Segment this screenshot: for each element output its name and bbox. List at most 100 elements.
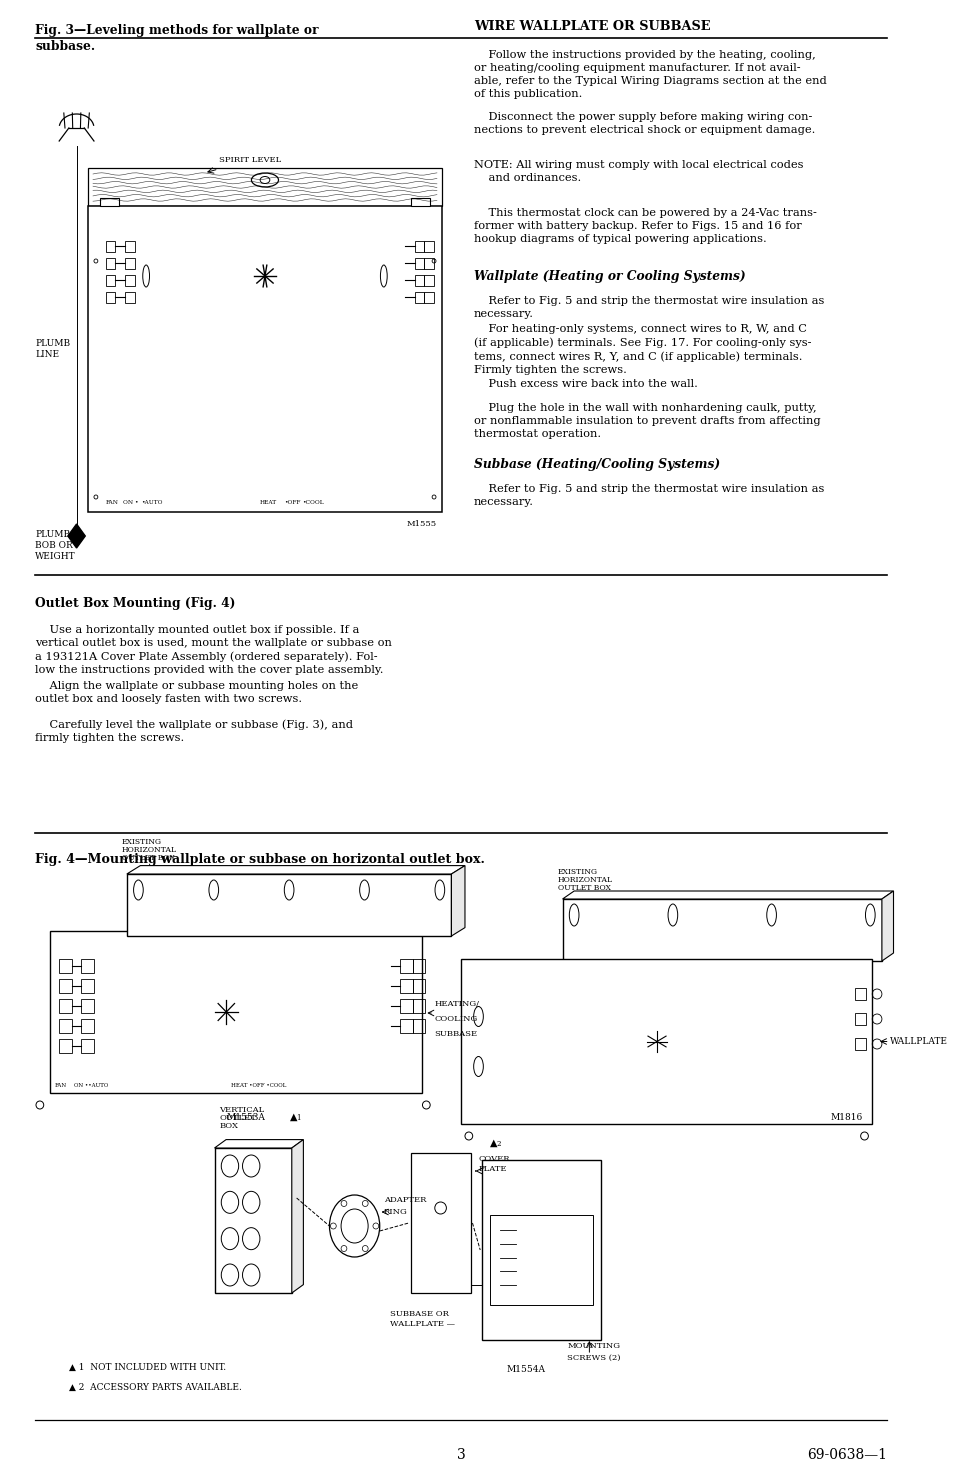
- Text: Subbase (Heating/Cooling Systems): Subbase (Heating/Cooling Systems): [474, 459, 720, 471]
- Text: M1553A: M1553A: [226, 1114, 265, 1122]
- Bar: [81, 999, 93, 1013]
- Text: M1554A: M1554A: [506, 1364, 545, 1375]
- Text: PLATE: PLATE: [477, 1165, 506, 1173]
- Polygon shape: [292, 1140, 303, 1294]
- Text: Align the wallplate or subbase mounting holes on the
outlet box and loosely fast: Align the wallplate or subbase mounting …: [35, 681, 358, 704]
- Bar: [400, 999, 413, 1013]
- Text: Fig. 3—Leveling methods for wallplate or
subbase.: Fig. 3—Leveling methods for wallplate or…: [35, 24, 318, 53]
- Bar: [415, 292, 424, 302]
- Text: OUTLET BOX: OUTLET BOX: [122, 854, 174, 861]
- Bar: [460, 959, 871, 1124]
- Text: 1: 1: [295, 1114, 300, 1122]
- Text: •OFF: •OFF: [284, 500, 300, 504]
- Text: EXISTING: EXISTING: [558, 867, 598, 876]
- Text: Wallplate (Heating or Cooling Systems): Wallplate (Heating or Cooling Systems): [474, 270, 744, 283]
- Text: HEATING/: HEATING/: [434, 1000, 478, 1007]
- Text: •COOL: •COOL: [301, 500, 323, 504]
- Text: 69-0638—1: 69-0638—1: [806, 1448, 886, 1462]
- Polygon shape: [127, 866, 464, 875]
- Bar: [59, 959, 71, 974]
- Bar: [81, 1038, 93, 1053]
- Bar: [59, 1038, 71, 1053]
- Bar: [106, 292, 115, 302]
- Text: Refer to Fig. 5 and strip the thermostat wire insulation as
necessary.: Refer to Fig. 5 and strip the thermostat…: [474, 296, 823, 319]
- Bar: [214, 1148, 292, 1294]
- Text: ▲ 1  NOT INCLUDED WITH UNIT.: ▲ 1 NOT INCLUDED WITH UNIT.: [69, 1363, 226, 1372]
- Polygon shape: [562, 891, 893, 898]
- Text: For heating-only systems, connect wires to R, W, and C
(if applicable) terminals: For heating-only systems, connect wires …: [474, 324, 810, 375]
- Bar: [400, 979, 413, 993]
- Bar: [410, 1153, 470, 1294]
- Bar: [106, 258, 115, 268]
- Text: ▲ 2  ACCESSORY PARTS AVAILABLE.: ▲ 2 ACCESSORY PARTS AVAILABLE.: [69, 1384, 241, 1392]
- Bar: [424, 274, 434, 286]
- Bar: [854, 988, 865, 1000]
- Bar: [59, 1019, 71, 1032]
- Text: SUBBASE OR: SUBBASE OR: [390, 1310, 449, 1319]
- Text: OUTLET BOX: OUTLET BOX: [558, 884, 610, 892]
- Bar: [413, 959, 425, 974]
- Text: VERTICAL: VERTICAL: [219, 1106, 264, 1114]
- Bar: [413, 999, 425, 1013]
- Text: This thermostat clock can be powered by a 24-Vac trans-
former with battery back: This thermostat clock can be powered by …: [474, 208, 816, 243]
- Bar: [854, 1038, 865, 1050]
- Bar: [125, 240, 134, 252]
- Text: HEAT: HEAT: [260, 500, 277, 504]
- Text: FAN: FAN: [54, 1083, 67, 1089]
- Text: ▲: ▲: [489, 1139, 497, 1148]
- Text: PLUMB
LINE: PLUMB LINE: [35, 339, 71, 358]
- Text: HEAT •OFF •COOL: HEAT •OFF •COOL: [231, 1083, 286, 1089]
- Text: OUTLET: OUTLET: [219, 1114, 256, 1122]
- Bar: [489, 1215, 593, 1305]
- Bar: [424, 292, 434, 302]
- Bar: [59, 979, 71, 993]
- Text: WIRE WALLPLATE OR SUBBASE: WIRE WALLPLATE OR SUBBASE: [474, 21, 709, 32]
- Text: Carefully level the wallplate or subbase (Fig. 3), and
firmly tighten the screws: Carefully level the wallplate or subbase…: [35, 718, 353, 742]
- Text: M1816: M1816: [829, 1114, 862, 1122]
- Text: EXISTING: EXISTING: [122, 838, 162, 847]
- Text: FAN: FAN: [106, 500, 118, 504]
- Text: ▲: ▲: [290, 1114, 297, 1122]
- Bar: [125, 274, 134, 286]
- Text: Push excess wire back into the wall.: Push excess wire back into the wall.: [474, 379, 697, 389]
- Text: NOTE: All wiring must comply with local electrical codes
    and ordinances.: NOTE: All wiring must comply with local …: [474, 159, 802, 183]
- Bar: [81, 959, 93, 974]
- Bar: [424, 240, 434, 252]
- Bar: [125, 258, 134, 268]
- Text: 3: 3: [456, 1448, 465, 1462]
- Text: SCREWS (2): SCREWS (2): [567, 1354, 620, 1361]
- Bar: [400, 1019, 413, 1032]
- Text: ON ••AUTO: ON ••AUTO: [73, 1083, 108, 1089]
- Polygon shape: [451, 866, 464, 937]
- Bar: [81, 979, 93, 993]
- Text: Refer to Fig. 5 and strip the thermostat wire insulation as
necessary.: Refer to Fig. 5 and strip the thermostat…: [474, 484, 823, 507]
- Text: SUBBASE: SUBBASE: [434, 1030, 476, 1038]
- Text: Plug the hole in the wall with nonhardening caulk, putty,
or nonflammable insula: Plug the hole in the wall with nonharden…: [474, 403, 820, 440]
- Bar: [59, 999, 71, 1013]
- Bar: [400, 959, 413, 974]
- Text: WALLPLATE: WALLPLATE: [889, 1037, 946, 1046]
- Bar: [481, 1159, 600, 1339]
- Bar: [411, 198, 430, 206]
- Text: WALLPLATE —: WALLPLATE —: [390, 1320, 455, 1328]
- Text: 2: 2: [497, 1140, 500, 1148]
- Bar: [106, 240, 115, 252]
- Bar: [127, 875, 451, 937]
- Text: COOLING: COOLING: [434, 1015, 476, 1024]
- Text: BOX: BOX: [219, 1122, 238, 1130]
- Text: MOUNTING: MOUNTING: [567, 1342, 619, 1350]
- Bar: [88, 207, 441, 512]
- Text: M1555: M1555: [406, 521, 436, 528]
- Text: SPIRIT LEVEL: SPIRIT LEVEL: [218, 156, 280, 164]
- Text: PLUMB
BOB OR
WEIGHT: PLUMB BOB OR WEIGHT: [35, 530, 75, 560]
- Text: Follow the instructions provided by the heating, cooling,
or heating/cooling equ: Follow the instructions provided by the …: [474, 50, 825, 99]
- Bar: [854, 1013, 865, 1025]
- Bar: [424, 258, 434, 268]
- Bar: [106, 274, 115, 286]
- Text: Outlet Box Mounting (Fig. 4): Outlet Box Mounting (Fig. 4): [35, 597, 235, 611]
- Bar: [415, 274, 424, 286]
- Text: ON •: ON •: [123, 500, 138, 504]
- Text: Use a horizontally mounted outlet box if possible. If a
vertical outlet box is u: Use a horizontally mounted outlet box if…: [35, 625, 392, 676]
- Polygon shape: [881, 891, 893, 962]
- Polygon shape: [214, 1140, 303, 1148]
